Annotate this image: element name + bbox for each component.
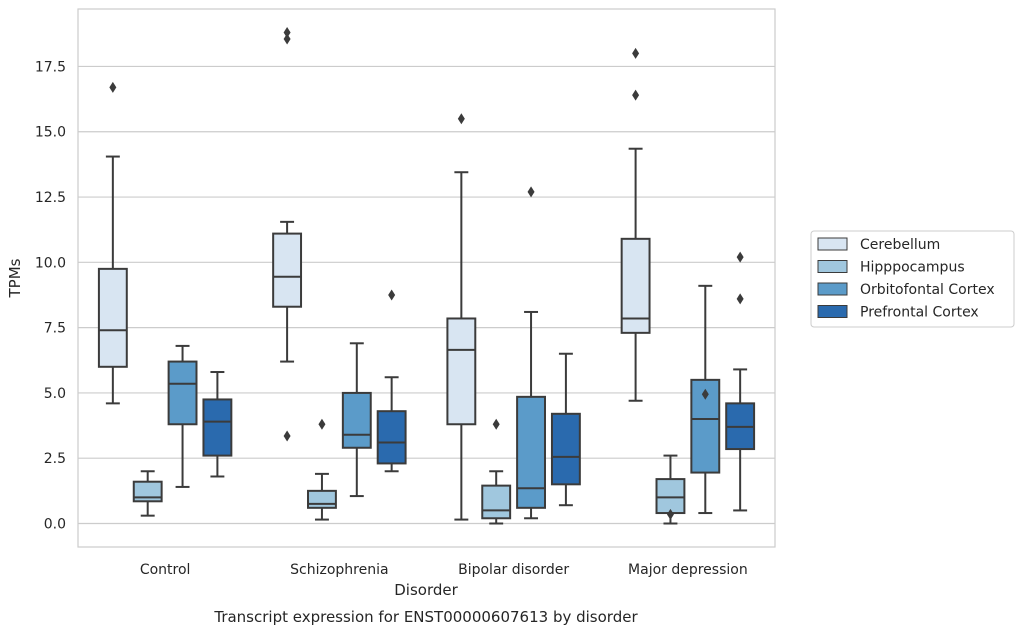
- box-body: [97, 267, 128, 368]
- outlier-point: [666, 508, 674, 520]
- box-body: [202, 398, 233, 457]
- outlier-point: [283, 430, 291, 442]
- box-cerebellum: [620, 47, 651, 402]
- box-hipppocampus: [655, 454, 686, 525]
- y-tick-label: 12.5: [35, 190, 66, 206]
- box-prefrontal-cortex: [376, 289, 407, 473]
- y-tick-label: 5.0: [44, 386, 66, 402]
- box-body: [516, 395, 546, 509]
- box-hipppocampus: [481, 418, 512, 525]
- legend-label: Cerebellum: [860, 237, 940, 253]
- box-orbitofontal-cortex: [690, 284, 721, 515]
- legend-frame: [810, 230, 1015, 328]
- chart-caption: Transcript expression for ENST0000060761…: [213, 608, 638, 626]
- plot-area-frame: [77, 8, 776, 548]
- outlier-point: [457, 113, 465, 125]
- outlier-point: [632, 47, 640, 59]
- outlier-point: [283, 27, 291, 39]
- box-body: [167, 360, 198, 426]
- x-tick-label: Schizophrenia: [290, 562, 388, 578]
- box-hipppocampus: [307, 418, 337, 521]
- y-tick-label: 10.0: [35, 255, 66, 271]
- box-prefrontal-cortex: [550, 352, 581, 507]
- outlier-point: [736, 293, 744, 305]
- box-body: [446, 317, 477, 426]
- legend: Cerebellum Hipppocampus Orbitofontal Corte…: [810, 230, 1015, 328]
- outlier-point: [736, 251, 744, 263]
- legend-swatch: [817, 237, 848, 251]
- y-tick-label: 7.5: [44, 321, 66, 337]
- outlier-point: [701, 388, 709, 400]
- box-body: [550, 412, 581, 486]
- box-body: [655, 478, 686, 515]
- x-tick-label: Control: [140, 562, 191, 578]
- y-tick-label: 0.0: [44, 516, 66, 532]
- box-body: [341, 391, 372, 449]
- box-body: [307, 489, 337, 509]
- box-cerebellum: [97, 81, 128, 405]
- box-prefrontal-cortex: [202, 371, 233, 478]
- legend-swatch: [817, 282, 848, 296]
- outlier-point: [527, 186, 535, 198]
- y-axis-ticks: 0.0 2.5 5.0 7.5 10.0 12.5 15.0 17.5: [35, 59, 66, 532]
- y-axis-label: TPMs: [6, 258, 24, 298]
- box-hipppocampus: [132, 470, 163, 517]
- boxes: [97, 27, 756, 525]
- legend-label: Hipppocampus: [860, 260, 965, 276]
- x-axis-ticks: Control Schizophrenia Bipolar disorder Majo…: [140, 562, 748, 578]
- box-body: [376, 410, 407, 465]
- y-tick-label: 17.5: [35, 59, 66, 75]
- box-orbitofontal-cortex: [516, 186, 546, 520]
- box-orbitofontal-cortex: [167, 344, 198, 488]
- legend-label: Orbitofontal Cortex: [860, 282, 995, 298]
- box-body: [481, 484, 512, 520]
- outlier-point: [632, 89, 640, 101]
- outlier-point: [109, 81, 117, 93]
- legend-label: Prefrontal Cortex: [860, 305, 979, 321]
- box-body: [272, 232, 303, 308]
- outlier-point: [492, 418, 500, 430]
- x-tick-label: Major depression: [628, 562, 748, 578]
- box-cerebellum: [272, 27, 303, 442]
- outlier-point: [283, 33, 291, 45]
- x-axis-label: Disorder: [394, 581, 458, 599]
- legend-swatch: [817, 305, 848, 318]
- box-orbitofontal-cortex: [341, 342, 372, 498]
- y-tick-label: 15.0: [35, 125, 66, 141]
- outlier-point: [318, 418, 326, 430]
- box-prefrontal-cortex: [725, 251, 756, 512]
- y-tick-label: 2.5: [44, 451, 66, 467]
- box-body: [620, 237, 651, 334]
- box-cerebellum: [446, 113, 477, 521]
- x-tick-label: Bipolar disorder: [458, 562, 569, 578]
- legend-swatch: [817, 260, 848, 273]
- outlier-point: [388, 289, 396, 301]
